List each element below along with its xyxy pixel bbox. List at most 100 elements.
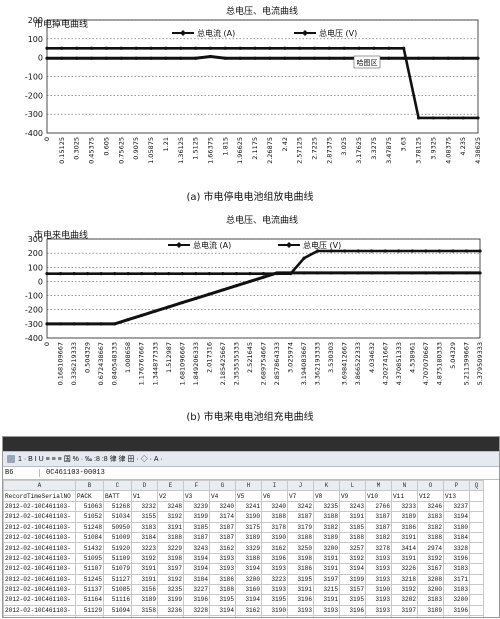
column-letter[interactable]: C	[103, 479, 132, 492]
table-cell[interactable]: 3197	[391, 604, 418, 617]
table-cell[interactable]: 3243	[339, 500, 366, 513]
table-cell[interactable]: 3190	[261, 604, 288, 617]
table-cell[interactable]: 51052	[75, 511, 104, 523]
table-cell[interactable]: 3215	[313, 583, 340, 596]
table-cell[interactable]: 3197	[313, 573, 340, 585]
table-cell[interactable]: 3182	[417, 521, 444, 533]
table-cell[interactable]: 3198	[287, 552, 314, 565]
table-cell[interactable]: 3187	[287, 511, 314, 523]
table-cell[interactable]: 3196	[417, 615, 444, 617]
table-cell[interactable]: 3192	[417, 552, 444, 565]
header-cell[interactable]: V7	[287, 490, 314, 502]
table-cell[interactable]	[469, 531, 484, 544]
table-cell[interactable]: 3195	[261, 594, 288, 606]
table-cell[interactable]: 51107	[75, 563, 104, 575]
table-cell[interactable]: 3232	[131, 500, 158, 513]
header-cell[interactable]: V4	[209, 490, 236, 502]
table-cell[interactable]: 3193	[209, 552, 236, 565]
table-cell[interactable]: 3223	[131, 542, 158, 554]
header-cell[interactable]: RecordTimeSerialNO	[3, 490, 76, 502]
table-cell[interactable]: 3184	[131, 531, 158, 544]
table-cell[interactable]: 3199	[183, 511, 210, 523]
column-letter[interactable]: I	[261, 479, 288, 492]
table-cell[interactable]: 3197	[209, 615, 236, 617]
table-cell[interactable]: 3158	[131, 604, 158, 617]
table-cell[interactable]: 3178	[261, 521, 288, 533]
table-cell[interactable]: 3186	[287, 563, 314, 575]
table-cell[interactable]: 51084	[75, 531, 104, 544]
table-cell[interactable]: 3191	[131, 615, 158, 617]
table-cell[interactable]: 3187	[183, 531, 210, 544]
table-cell[interactable]: 2012-02-10C461103-	[3, 552, 76, 565]
table-cell[interactable]	[469, 552, 484, 565]
table-cell[interactable]: 3242	[287, 500, 314, 513]
table-cell[interactable]: 2974	[417, 542, 444, 554]
table-cell[interactable]: 2012-02-10C461103-	[3, 604, 76, 617]
table-cell[interactable]	[469, 511, 484, 523]
table-cell[interactable]: 51063	[75, 500, 104, 513]
table-cell[interactable]	[469, 604, 484, 617]
table-cell[interactable]: 3188	[417, 531, 444, 544]
table-cell[interactable]: 3191	[287, 583, 314, 596]
table-cell[interactable]: 3208	[417, 573, 444, 585]
table-cell[interactable]: 3195	[339, 594, 366, 606]
table-cell[interactable]: 2012-02-10C461103-	[3, 615, 76, 617]
table-cell[interactable]: 3226	[391, 563, 418, 575]
table-cell[interactable]: 3198	[157, 552, 184, 565]
table-cell[interactable]: 3174	[209, 511, 236, 523]
table-cell[interactable]: 3192	[157, 511, 184, 523]
table-cell[interactable]: 3183	[417, 594, 444, 606]
column-letter[interactable]: F	[183, 479, 210, 492]
table-cell[interactable]: 3183	[443, 583, 470, 596]
table-cell[interactable]: 3235	[157, 583, 184, 596]
table-cell[interactable]: 3194	[339, 563, 366, 575]
table-cell[interactable]: 3195	[261, 615, 288, 617]
table-cell[interactable]: 51109	[103, 552, 132, 565]
column-letter[interactable]: P	[443, 479, 470, 492]
formula-bar[interactable]: B6 0C461103-00013	[3, 467, 499, 480]
table-cell[interactable]: 3184	[183, 573, 210, 585]
table-cell[interactable]: 2012-02-10C461103-	[3, 500, 76, 513]
table-cell[interactable]: 3191	[313, 552, 340, 565]
table-cell[interactable]: 51432	[75, 542, 104, 554]
table-cell[interactable]: 3196	[443, 604, 470, 617]
column-letter[interactable]: D	[131, 479, 158, 492]
table-cell[interactable]: 3184	[443, 531, 470, 544]
table-cell[interactable]: 51268	[103, 500, 132, 513]
column-letter[interactable]: A	[3, 479, 76, 492]
table-cell[interactable]: 3195	[287, 573, 314, 585]
table-cell[interactable]: 3240	[209, 500, 236, 513]
table-cell[interactable]: 3191	[391, 531, 418, 544]
table-cell[interactable]: 51034	[103, 511, 132, 523]
table-cell[interactable]: 3236	[157, 604, 184, 617]
table-cell[interactable]: 2012-02-10C461103-	[3, 583, 76, 596]
table-cell[interactable]: 3194	[443, 511, 470, 523]
table-cell[interactable]: 3189	[339, 615, 366, 617]
table-cell[interactable]: 3194	[183, 552, 210, 565]
header-cell[interactable]: V2	[157, 490, 184, 502]
table-cell[interactable]: 3233	[391, 500, 418, 513]
table-cell[interactable]: 3190	[261, 531, 288, 544]
table-cell[interactable]: 3188	[287, 531, 314, 544]
column-letter[interactable]: B	[75, 479, 104, 492]
column-letter[interactable]: M	[365, 479, 392, 492]
table-cell[interactable]: 3187	[365, 511, 392, 523]
header-cell[interactable]: V11	[391, 490, 418, 502]
header-cell[interactable]: V9	[339, 490, 366, 502]
table-cell[interactable]: 3188	[209, 583, 236, 596]
table-cell[interactable]: 3229	[157, 542, 184, 554]
header-cell[interactable]: V1	[131, 490, 158, 502]
table-cell[interactable]: 2012-02-10C461103-	[3, 573, 76, 585]
table-cell[interactable]: 51095	[75, 552, 104, 565]
table-cell[interactable]: 3156	[131, 583, 158, 596]
table-cell[interactable]	[469, 563, 484, 575]
table-cell[interactable]: 3193	[365, 563, 392, 575]
table-cell[interactable]: 3191	[391, 552, 418, 565]
table-cell[interactable]: 3194	[235, 594, 262, 606]
table-cell[interactable]: 3185	[339, 521, 366, 533]
table-cell[interactable]: 51129	[75, 604, 104, 617]
table-cell[interactable]: 3218	[391, 573, 418, 585]
table-cell[interactable]: 3190	[391, 615, 418, 617]
table-cell[interactable]: 3191	[131, 563, 158, 575]
table-cell[interactable]	[469, 583, 484, 596]
